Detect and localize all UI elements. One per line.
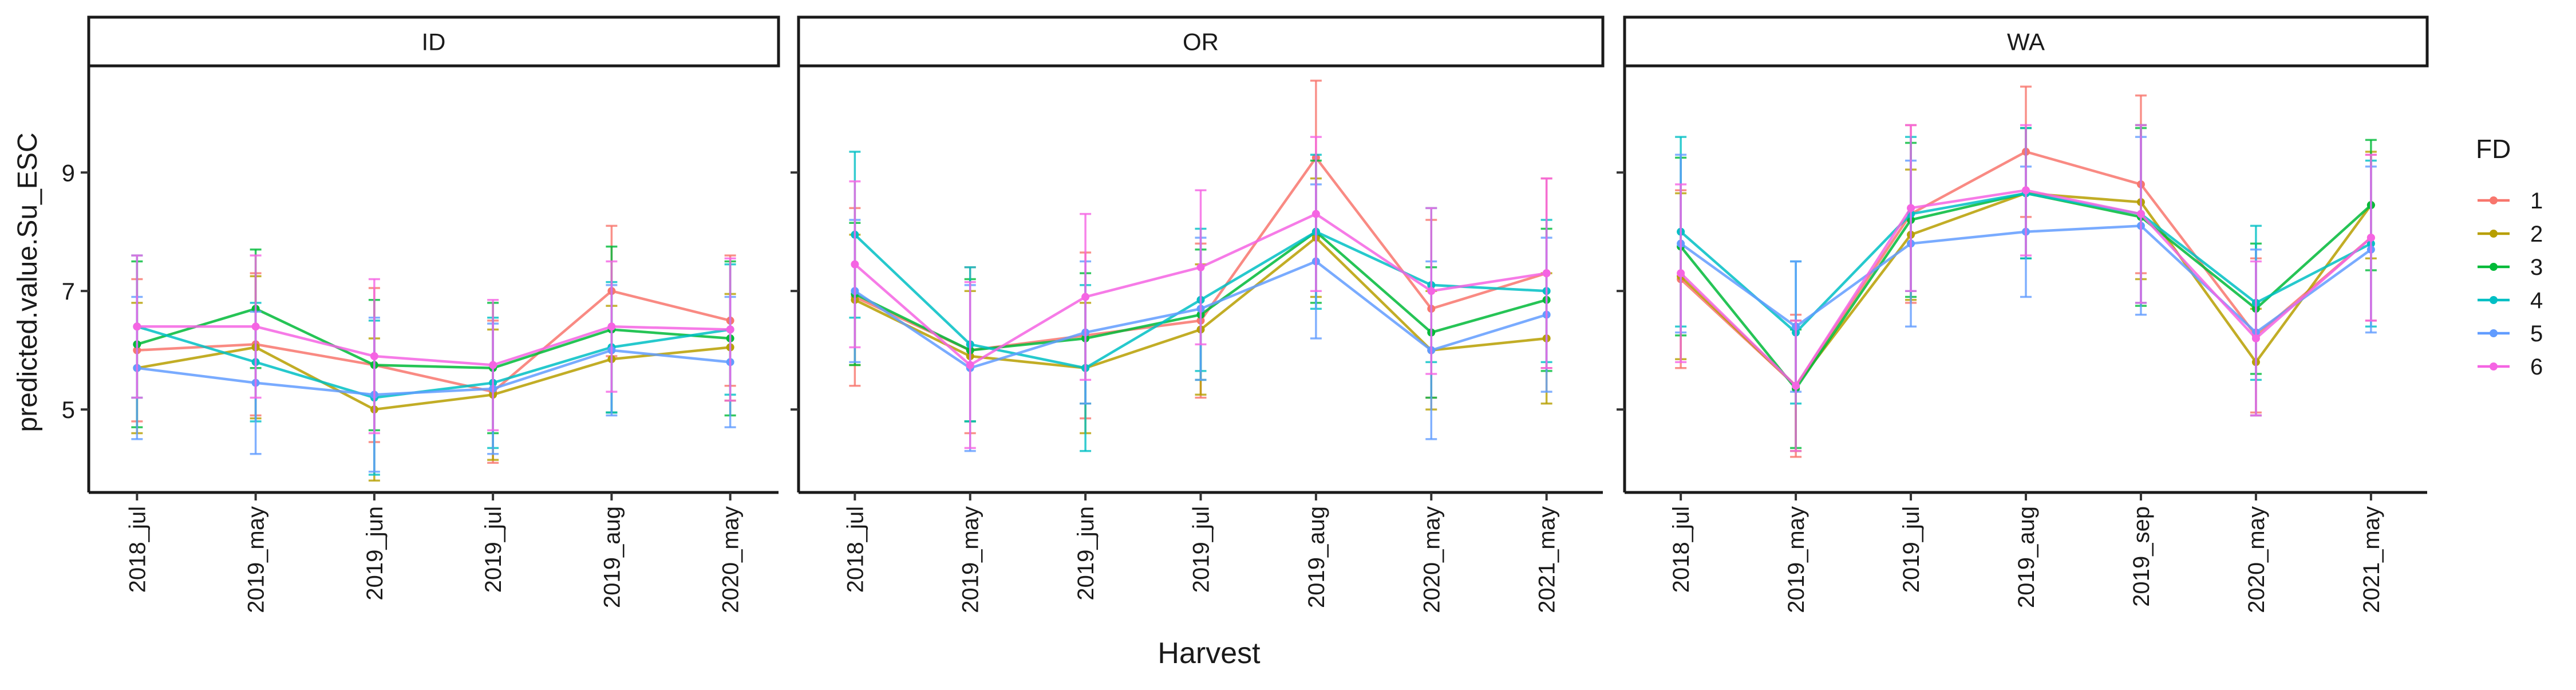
facet-strip [797, 15, 1605, 68]
panel-wa: WA 2018_jul 2019_may 2019_jul 2019_aug 2019_s… [1617, 15, 2429, 613]
x-tick-label: 2019_may [958, 506, 983, 613]
series-line [136, 325, 731, 399]
data-point [1311, 210, 1320, 218]
legend-key-point [2490, 196, 2498, 204]
x-tick-label: 2021_may [1535, 506, 1560, 613]
x-tick-label: 2019_aug [2014, 506, 2039, 608]
legend-item-4: 4 [2478, 288, 2543, 313]
data-point [1081, 293, 1090, 301]
data-point [2251, 334, 2260, 342]
series-line [137, 325, 730, 366]
series-3 [131, 245, 736, 435]
data-point [1196, 263, 1205, 271]
data-point [370, 352, 378, 361]
panel-or: OR 2018_jul 2019_may 2019_jun 2019_jul 2019_a… [791, 15, 1605, 613]
data-point [1542, 269, 1551, 278]
data-point [1427, 287, 1436, 295]
legend-label: 5 [2530, 321, 2543, 346]
facet-strip-label: ID [422, 29, 446, 56]
legend-item-1: 1 [2478, 188, 2543, 214]
data-point [251, 322, 260, 331]
x-tick-label: 2021_may [2359, 506, 2384, 613]
series-1 [131, 224, 736, 464]
x-tick-label: 2018_jul [1669, 506, 1694, 593]
x-tick-label: 2018_jul [843, 506, 868, 593]
legend-key-point [2490, 230, 2498, 238]
facet-strip-label: WA [2007, 29, 2045, 56]
series-line [137, 346, 730, 411]
legend-label: 4 [2530, 288, 2543, 313]
y-tick-label: 7 [62, 278, 75, 305]
series-6 [1675, 124, 2377, 452]
x-tick-label: 2019_aug [1304, 506, 1329, 608]
x-tick-label: 2020_may [718, 506, 744, 613]
legend: FD 1 2 3 4 5 6 [2476, 134, 2543, 380]
panel-id: ID 5 7 9 2018_jul 2019_may 2019_jun 2019_jul 201… [62, 15, 780, 613]
series-line [137, 349, 730, 396]
x-tick-label: 2019_jun [1073, 506, 1099, 601]
facet-strip [1623, 15, 2429, 68]
legend-key-point [2490, 263, 2498, 271]
x-tick-label: 2020_may [1419, 506, 1444, 613]
series-line [137, 289, 731, 393]
legend-key-point [2490, 329, 2498, 337]
data-point [851, 260, 859, 269]
data-point [1907, 204, 1915, 212]
data-point [726, 325, 734, 334]
legend-label: 2 [2530, 222, 2543, 247]
x-tick-label: 2019_jul [1899, 506, 1924, 593]
facet-strip-label: OR [1183, 29, 1219, 56]
data-point [489, 361, 497, 369]
x-tick-label: 2019_jul [481, 506, 506, 593]
legend-key-point [2490, 362, 2498, 370]
x-tick-label: 2019_jul [1189, 506, 1214, 593]
series-line [136, 307, 730, 369]
data-point [2022, 186, 2030, 195]
x-tick-label: 2019_may [244, 506, 269, 613]
legend-label: 3 [2530, 255, 2543, 280]
series-6 [849, 136, 1552, 450]
data-point [133, 322, 141, 331]
x-axis-title: Harvest [1157, 637, 1261, 670]
legend-item-6: 6 [2478, 354, 2543, 380]
data-point [2136, 210, 2145, 218]
x-tick-label: 2019_jun [362, 506, 388, 601]
data-point [1792, 381, 1800, 390]
series-4 [131, 254, 736, 476]
panels-layer: ID 5 7 9 2018_jul 2019_may 2019_jun 2019_jul 201… [62, 15, 2429, 613]
data-point [2366, 234, 2375, 242]
data-point [607, 322, 616, 331]
x-tick-label: 2019_may [1784, 506, 1809, 613]
legend-item-5: 5 [2478, 321, 2543, 346]
legend-item-3: 3 [2478, 255, 2543, 280]
y-axis-title: predicted.value.Su_ESC [13, 133, 43, 432]
legend-title: FD [2476, 134, 2511, 164]
data-point [966, 361, 974, 369]
y-tick-label: 5 [62, 396, 75, 423]
x-tick-label: 2018_jul [125, 506, 150, 593]
series-6 [131, 254, 736, 435]
facet-strip [87, 15, 780, 68]
y-tick-label: 9 [62, 159, 75, 186]
legend-key-point [2490, 296, 2498, 304]
legend-item-2: 2 [2478, 222, 2543, 247]
legend-label: 1 [2530, 188, 2543, 214]
x-tick-label: 2019_aug [599, 506, 625, 608]
x-tick-label: 2020_may [2244, 506, 2269, 613]
x-tick-label: 2019_sep [2129, 506, 2154, 607]
legend-label: 6 [2530, 354, 2543, 380]
data-point [1677, 269, 1685, 278]
